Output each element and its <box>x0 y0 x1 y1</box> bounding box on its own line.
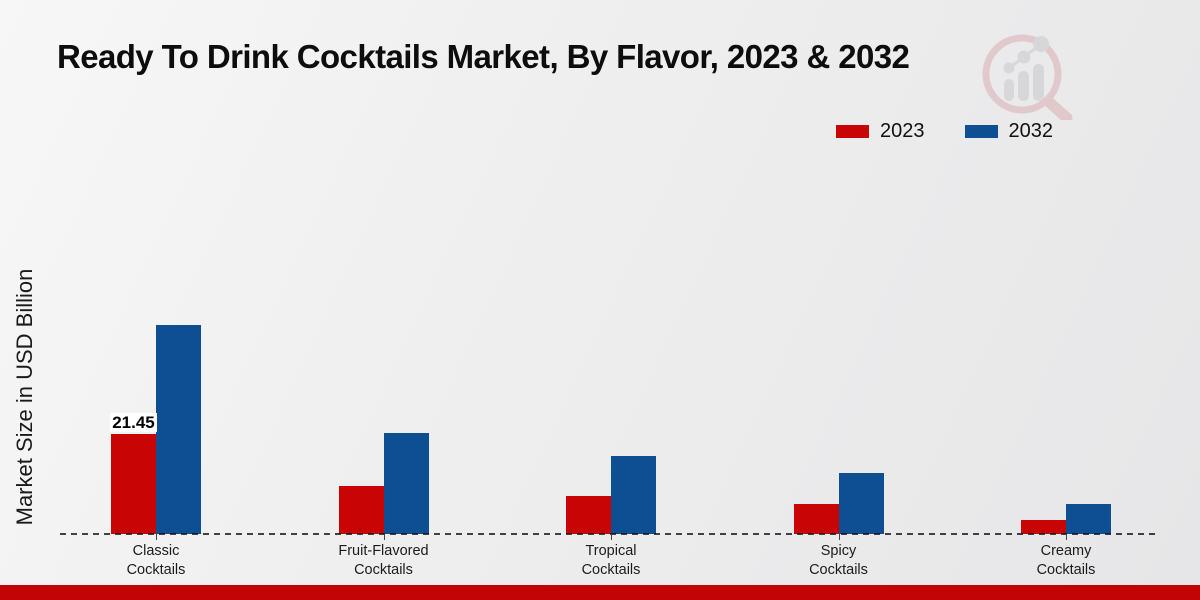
bar-2032-creamy-cocktails <box>1066 504 1111 534</box>
legend-item-2032: 2032 <box>964 120 1054 143</box>
x-axis-tick <box>1066 534 1067 540</box>
legend: 2023 2032 <box>836 120 1053 143</box>
magnifier-logo-watermark-icon <box>982 34 1073 120</box>
x-axis-tick <box>383 534 385 540</box>
zero-baseline-dashed <box>60 533 1160 535</box>
x-axis-tick <box>156 534 157 540</box>
bar-2032-spicy-cocktails <box>838 473 884 534</box>
x-tick-label-fruit-flavored-cocktails: Fruit-Flavored Cocktails <box>338 543 429 578</box>
bar-2023-fruit-flavored-cocktails <box>338 486 384 534</box>
legend-swatch-2023 <box>836 125 869 138</box>
legend-swatch-2032 <box>964 125 998 138</box>
legend-label-2032: 2032 <box>1008 120 1054 142</box>
x-axis-tick <box>611 534 612 540</box>
bar-value-label: 21.45 <box>110 413 157 432</box>
x-axis-tick <box>838 534 840 540</box>
bar-2023-creamy-cocktails <box>1021 520 1066 534</box>
bar-2032-fruit-flavored-cocktails <box>383 433 429 534</box>
legend-label-2023: 2023 <box>880 120 925 142</box>
chart-title: Ready To Drink Cocktails Market, By Flav… <box>57 38 910 75</box>
x-tick-label-spicy-cocktails: Spicy Cocktails <box>809 543 868 578</box>
x-tick-label-classic-cocktails: Classic Cocktails <box>126 543 186 578</box>
bar-2023-tropical-cocktails <box>566 496 611 534</box>
bar-2023-classic-cocktails <box>111 434 156 534</box>
bar-2032-classic-cocktails <box>156 325 201 534</box>
x-tick-label-tropical-cocktails: Tropical Cocktails <box>581 543 641 578</box>
bar-2032-tropical-cocktails <box>611 456 656 534</box>
bar-2023-spicy-cocktails <box>793 504 839 534</box>
footer-accent-band <box>0 585 1200 600</box>
x-tick-label-creamy-cocktails: Creamy Cocktails <box>1036 543 1096 578</box>
legend-item-2023: 2023 <box>836 120 925 143</box>
